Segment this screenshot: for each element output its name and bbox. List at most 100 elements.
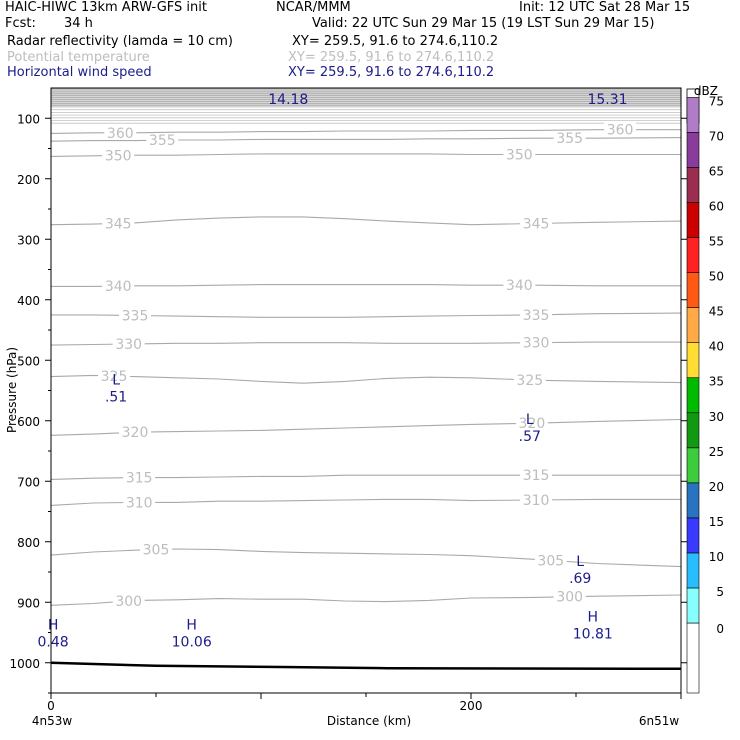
legend-swatch-60 bbox=[686, 202, 700, 238]
y-axis-label: Pressure (hPa) bbox=[5, 347, 19, 433]
wind-max-label: 15.31 bbox=[587, 92, 627, 108]
upper-contour-bands bbox=[51, 88, 681, 124]
organization: NCAR/MMM bbox=[276, 0, 351, 15]
theta-label-gap bbox=[123, 494, 156, 510]
theta-contour-label-300: 300 bbox=[556, 590, 583, 606]
wind-extrema-l-symbol: L bbox=[576, 554, 584, 570]
theta-contour-300 bbox=[50, 594, 682, 606]
field-theta: Potential temperature bbox=[7, 50, 150, 65]
theta-label-gap bbox=[146, 132, 179, 148]
theta-contours: 300 300 305 305 310 310 315 315 320 320 325 325 330 3… bbox=[50, 121, 682, 610]
x-end-location: 6n51w bbox=[639, 714, 680, 728]
theta-contour-label-325: 325 bbox=[516, 373, 543, 389]
legend-level-label: 65 bbox=[709, 164, 724, 178]
legend-swatch-70 bbox=[686, 132, 700, 168]
theta-contour-label-315: 315 bbox=[523, 468, 550, 484]
legend-swatch-15 bbox=[686, 517, 700, 554]
x-tick-label: 200 bbox=[460, 699, 483, 713]
y-tick-label: 700 bbox=[17, 475, 40, 489]
theta-label-gap bbox=[503, 146, 536, 162]
theta-label-gap bbox=[102, 278, 135, 294]
theta-label-gap bbox=[119, 424, 151, 440]
theta-contour-label-325: 325 bbox=[101, 369, 128, 385]
theta-contour-label-335: 335 bbox=[122, 308, 149, 324]
field-reflectivity-xy: XY= 259.5, 91.6 to 274.6,110.2 bbox=[292, 34, 499, 49]
y-tick-label: 600 bbox=[17, 415, 40, 429]
wind-extrema-value: .51 bbox=[105, 389, 127, 405]
legend-swatch-65 bbox=[686, 167, 700, 203]
theta-label-gap bbox=[513, 372, 546, 388]
terrain-surface bbox=[50, 661, 682, 671]
theta-contour-label-320: 320 bbox=[519, 416, 546, 432]
theta-contour-340 bbox=[51, 284, 681, 287]
x-tick-label: 0 bbox=[47, 699, 55, 713]
init-time: Init: 12 UTC Sat 28 Mar 15 bbox=[519, 0, 691, 15]
field-reflectivity: Radar reflectivity (lamda = 10 cm) bbox=[7, 34, 233, 49]
legend-swatch-25 bbox=[686, 447, 700, 484]
legend-level-label: 20 bbox=[709, 480, 724, 494]
theta-label-gap bbox=[553, 588, 586, 604]
theta-label-gap bbox=[520, 215, 553, 231]
y-tick-label: 500 bbox=[17, 354, 40, 368]
theta-contour-label-320: 320 bbox=[122, 425, 149, 441]
legend-swatch-20 bbox=[686, 482, 700, 519]
y-tick-label: 400 bbox=[17, 294, 40, 308]
theta-contour-label-360: 360 bbox=[607, 123, 634, 139]
theta-contour-325 bbox=[50, 374, 682, 384]
theta-contour-label-310: 310 bbox=[523, 493, 550, 509]
legend-level-label: 60 bbox=[709, 200, 724, 214]
theta-label-gap bbox=[520, 467, 553, 483]
field-wind: Horizontal wind speed bbox=[7, 65, 152, 80]
plot-frame bbox=[50, 87, 682, 694]
theta-contour-330 bbox=[50, 341, 681, 346]
y-tick-label: 1000 bbox=[9, 657, 40, 671]
legend-swatch-40 bbox=[686, 342, 700, 379]
legend-level-label: 40 bbox=[709, 340, 724, 354]
legend-level-label: 0 bbox=[716, 622, 724, 636]
theta-contour-label-340: 340 bbox=[506, 278, 533, 294]
wind-extrema-l-symbol: L bbox=[112, 372, 120, 388]
theta-contour-label-315: 315 bbox=[126, 471, 153, 487]
theta-contour-label-305: 305 bbox=[537, 553, 564, 569]
legend-swatch-35 bbox=[686, 377, 700, 414]
legend-swatch-10 bbox=[686, 552, 700, 589]
legend-level-label: 10 bbox=[709, 550, 724, 564]
valid-time: Valid: 22 UTC Sun 29 Mar 15 (19 LST Sun … bbox=[312, 16, 655, 31]
legend-unit: dBZ bbox=[694, 84, 718, 98]
theta-label-gap bbox=[119, 307, 151, 323]
theta-contour-label-300: 300 bbox=[115, 594, 142, 610]
x-start-location: 4n53w bbox=[32, 714, 73, 728]
theta-contour-label-360: 360 bbox=[107, 126, 134, 142]
y-tick-label: 200 bbox=[17, 173, 40, 187]
wind-extrema-value: .57 bbox=[519, 429, 541, 445]
legend-swatch-5 bbox=[686, 587, 700, 624]
theta-label-gap bbox=[112, 336, 145, 352]
theta-contour-label-340: 340 bbox=[105, 279, 132, 295]
legend-swatch-55 bbox=[686, 237, 700, 273]
theta-label-gap bbox=[503, 277, 536, 293]
y-tick-label: 800 bbox=[17, 536, 40, 550]
theta-contour-label-350: 350 bbox=[105, 148, 132, 164]
wind-extrema-l-symbol: L bbox=[526, 412, 534, 428]
wind-extrema-value: 0.48 bbox=[38, 634, 69, 650]
terrain-line bbox=[50, 661, 682, 671]
theta-label-gap bbox=[515, 415, 548, 431]
theta-contour-label-310: 310 bbox=[126, 495, 153, 511]
forecast-hour: 34 h bbox=[64, 16, 93, 31]
theta-label-gap bbox=[140, 541, 172, 557]
theta-contour-355 bbox=[50, 137, 682, 142]
chart-axes: 100 200 300 400 500 600 700 800 900 1000 0 200 4n53w… bbox=[5, 87, 687, 728]
legend-level-label: 30 bbox=[709, 410, 724, 424]
theta-label-gap bbox=[520, 491, 553, 507]
legend-level-label: 15 bbox=[709, 515, 724, 529]
theta-contour-label-345: 345 bbox=[105, 216, 132, 232]
wind-extrema-value: .69 bbox=[569, 571, 591, 587]
legend-level-label: 5 bbox=[716, 585, 724, 599]
theta-contour-label-350: 350 bbox=[506, 148, 533, 164]
theta-contour-345 bbox=[50, 216, 682, 226]
legend-swatch-30 bbox=[686, 412, 700, 449]
wind-extrema-value: 10.06 bbox=[172, 634, 212, 650]
theta-contour-label-330: 330 bbox=[115, 337, 142, 353]
